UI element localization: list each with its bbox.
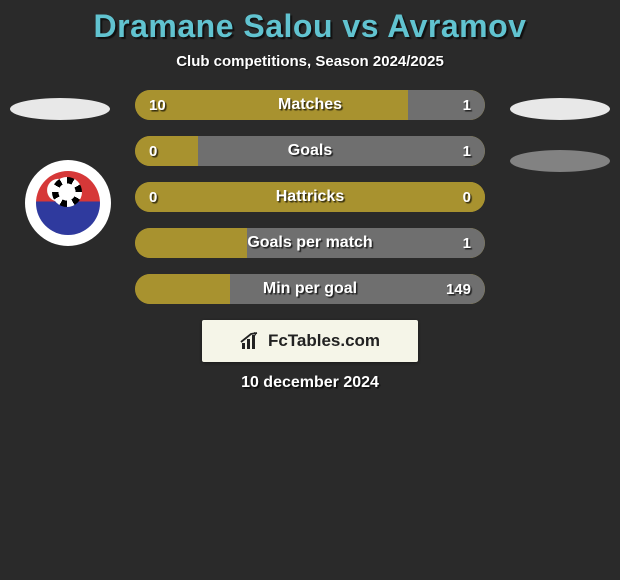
brand-text: FcTables.com [268,331,380,351]
bar-fill-left [135,182,485,212]
main-area: Matches101Goals01Hattricks00Goals per ma… [0,90,620,392]
stat-row: Min per goal149 [135,274,485,304]
bar-fill-right [408,90,485,120]
stat-value-right: 1 [463,228,471,258]
page-title: Dramane Salou vs Avramov [0,8,620,45]
comparison-bars: Matches101Goals01Hattricks00Goals per ma… [135,90,485,304]
stat-value-right: 1 [463,136,471,166]
stat-value-left: 0 [149,182,157,212]
player-badge-right-2 [510,150,610,172]
bar-fill-left [135,274,230,304]
bar-fill-right [198,136,485,166]
bar-fill-left [135,228,247,258]
stat-value-right: 0 [463,182,471,212]
stat-row: Goals per match1 [135,228,485,258]
stat-value-right: 149 [446,274,471,304]
chart-icon [240,332,262,350]
date-text: 10 december 2024 [0,374,620,392]
team-logo-graphic [36,171,100,235]
player-badge-left [10,98,110,120]
bar-fill-left [135,90,408,120]
bar-fill-left [135,136,198,166]
stat-row: Hattricks00 [135,182,485,212]
player-badge-right-1 [510,98,610,120]
stat-value-left: 0 [149,136,157,166]
stat-value-right: 1 [463,90,471,120]
stat-row: Goals01 [135,136,485,166]
stat-row: Matches101 [135,90,485,120]
team-logo-left [25,160,111,246]
bar-fill-right [247,228,485,258]
comparison-infographic: Dramane Salou vs Avramov Club competitio… [0,0,620,392]
brand-badge: FcTables.com [202,320,418,362]
stat-value-left: 10 [149,90,166,120]
page-subtitle: Club competitions, Season 2024/2025 [0,53,620,70]
